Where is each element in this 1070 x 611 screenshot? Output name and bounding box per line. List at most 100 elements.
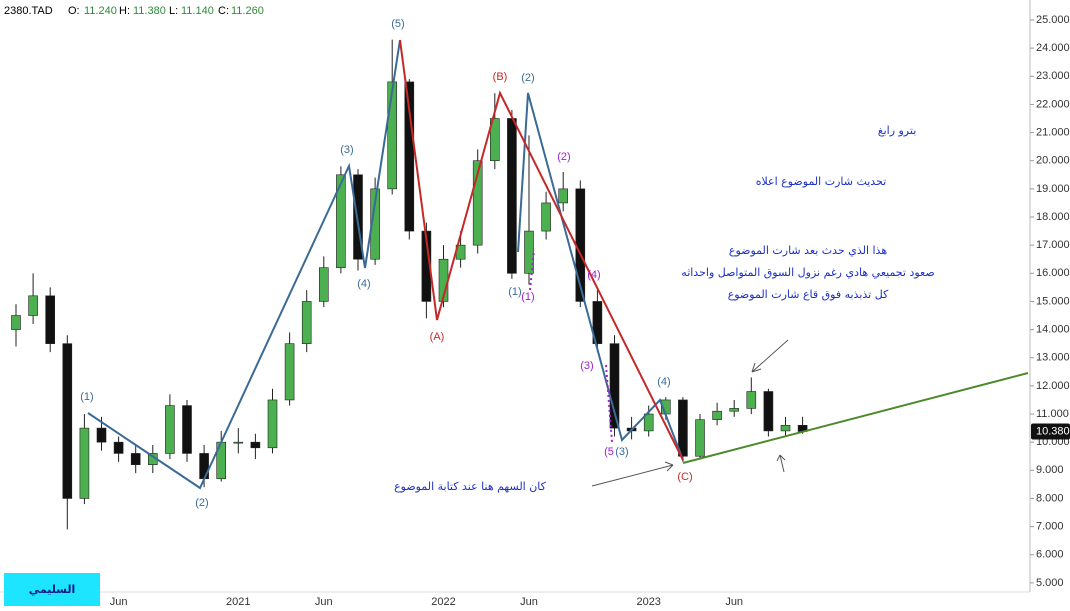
y-tick-label: 15.000	[1036, 295, 1070, 307]
candle-body	[643, 413, 654, 432]
wave-label: (1)	[508, 286, 521, 298]
candle-body	[780, 424, 791, 432]
candle-body	[233, 441, 244, 444]
wave-label: (4)	[357, 278, 370, 290]
logo: السليمي	[29, 583, 76, 596]
candle-body	[28, 295, 38, 316]
wave-label: (2)	[195, 497, 208, 509]
candle-body	[250, 441, 261, 449]
y-tick-label: 22.000	[1036, 98, 1070, 110]
y-tick-label: 25.000	[1036, 14, 1070, 26]
arrow	[591, 461, 674, 487]
candle-body	[507, 118, 517, 274]
y-tick-label: 6.000	[1036, 549, 1064, 561]
candle-body	[695, 419, 705, 457]
y-tick-label: 19.000	[1036, 183, 1070, 195]
wave-line	[399, 39, 684, 461]
candle-body	[609, 343, 620, 429]
candle-body	[712, 410, 722, 420]
annotation: بترو رابغ	[878, 124, 917, 137]
candle-body	[267, 399, 278, 449]
wave-label: (3)	[580, 360, 593, 372]
candle-body	[592, 301, 603, 344]
axes: 5.0006.0007.0008.0009.00010.00011.00012.…	[110, 14, 1070, 608]
x-tick-label: Jun	[315, 596, 333, 608]
wave-label: (4)	[587, 269, 600, 281]
x-tick-label: 2023	[636, 596, 660, 608]
wave-label: (3)	[340, 144, 353, 156]
trend-line	[682, 372, 1029, 464]
y-tick-label: 7.000	[1036, 521, 1064, 533]
candle-body	[318, 267, 329, 302]
y-tick-label: 13.000	[1036, 352, 1070, 364]
candle-body	[301, 301, 312, 344]
last-price-label: 10.380	[1036, 425, 1070, 437]
wave-label: (5	[604, 446, 614, 458]
candle-body	[370, 188, 380, 260]
y-tick-label: 9.000	[1036, 464, 1064, 476]
x-tick-label: 2022	[431, 596, 455, 608]
candle-body	[678, 399, 688, 457]
candle-body	[96, 427, 107, 443]
y-tick-label: 24.000	[1036, 42, 1070, 54]
x-tick-label: Jun	[110, 596, 128, 608]
y-tick-label: 21.000	[1036, 126, 1070, 138]
ohlc-label: H:	[119, 5, 130, 17]
y-tick-label: 20.000	[1036, 155, 1070, 167]
candle-body	[763, 391, 774, 432]
wave-label: (1)	[80, 391, 93, 403]
ohlc-value: 11.240	[84, 5, 117, 17]
candle-body	[489, 118, 500, 162]
y-tick-label: 8.000	[1036, 492, 1064, 504]
ohlc-value: 11.260	[231, 5, 264, 17]
y-tick-label: 14.000	[1036, 323, 1070, 335]
wave-label: (1)	[521, 291, 534, 303]
logo-box	[4, 573, 100, 606]
ohlc-value: 11.140	[181, 5, 214, 17]
candle-body	[182, 405, 192, 454]
ohlc-label: L:	[169, 5, 178, 17]
candle-body	[729, 408, 740, 412]
arrow	[776, 454, 786, 473]
candle-body	[11, 315, 21, 330]
wave-label: (2)	[557, 151, 570, 163]
wave-line	[87, 39, 401, 490]
wave-label: (A)	[430, 331, 445, 343]
x-tick-label: Jun	[520, 596, 538, 608]
y-tick-label: 5.000	[1036, 577, 1064, 589]
candle-body	[45, 295, 56, 344]
wave-label: (B)	[493, 71, 508, 83]
annotation: هذا الذي حدث بعد شارت الموضوع	[729, 244, 887, 257]
x-tick-label: 2021	[226, 596, 250, 608]
y-tick-label: 16.000	[1036, 267, 1070, 279]
wave-label: (C)	[677, 471, 692, 483]
wave-label: (5)	[391, 18, 404, 30]
y-tick-label: 17.000	[1036, 239, 1070, 251]
annotation: تحديث شارت الموضوع اعلاه	[756, 175, 887, 188]
ohlc-label: O:	[68, 5, 80, 17]
candle-body	[130, 453, 141, 465]
y-tick-label: 12.000	[1036, 380, 1070, 392]
candle-body	[336, 174, 346, 268]
x-tick-label: Jun	[725, 596, 743, 608]
arrow	[751, 339, 789, 373]
ohlc-label: C:	[218, 5, 229, 17]
ohlc-value: 11.380	[133, 5, 166, 17]
candle-body	[472, 160, 483, 246]
candle-body	[404, 81, 415, 232]
wave-label: (2)	[521, 72, 534, 84]
symbol: 2380.TAD	[4, 5, 53, 17]
candle-body	[79, 427, 90, 499]
annotation: كان السهم هنا عند كتابة الموضوع	[394, 480, 547, 493]
candle-body	[165, 405, 175, 454]
annotation: صعود تجميعي هادي رغم نزول السوق المتواصل…	[681, 266, 934, 279]
candle-body	[541, 202, 551, 232]
candle-body	[62, 343, 73, 499]
last-price-box	[1031, 423, 1070, 440]
candle-body	[199, 453, 209, 480]
wave-lines	[87, 39, 1029, 490]
arrows	[591, 339, 789, 487]
wave-line	[517, 92, 684, 461]
